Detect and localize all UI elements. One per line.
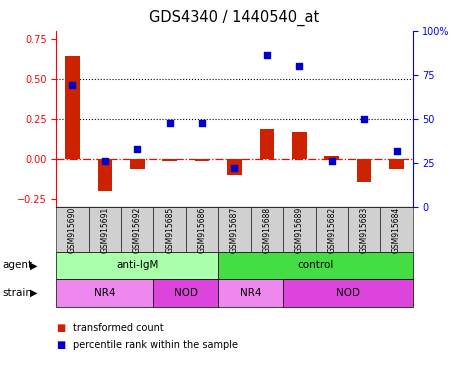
Text: control: control bbox=[297, 260, 334, 270]
Bar bbox=[357, 159, 371, 182]
Point bbox=[231, 166, 238, 172]
Point bbox=[101, 158, 109, 164]
Bar bbox=[195, 159, 209, 161]
Text: strain: strain bbox=[2, 288, 32, 298]
Text: GSM915682: GSM915682 bbox=[327, 206, 336, 253]
Bar bbox=[130, 159, 144, 169]
Text: GSM915683: GSM915683 bbox=[360, 206, 369, 253]
Bar bbox=[325, 156, 339, 159]
Bar bbox=[162, 159, 177, 161]
Bar bbox=[292, 132, 307, 159]
Text: ▶: ▶ bbox=[30, 260, 38, 270]
Text: NOD: NOD bbox=[336, 288, 360, 298]
Text: transformed count: transformed count bbox=[73, 323, 163, 333]
Text: GSM915687: GSM915687 bbox=[230, 206, 239, 253]
Text: GSM915692: GSM915692 bbox=[133, 206, 142, 253]
Text: ▶: ▶ bbox=[30, 288, 38, 298]
Point bbox=[393, 148, 400, 154]
Bar bbox=[260, 129, 274, 159]
Text: anti-IgM: anti-IgM bbox=[116, 260, 159, 270]
Point bbox=[295, 63, 303, 69]
Point bbox=[360, 116, 368, 122]
Point bbox=[263, 52, 271, 58]
Point bbox=[198, 119, 206, 126]
Bar bbox=[227, 159, 242, 175]
Text: agent: agent bbox=[2, 260, 32, 270]
Point bbox=[166, 119, 174, 126]
Text: NOD: NOD bbox=[174, 288, 198, 298]
Text: ■: ■ bbox=[56, 323, 66, 333]
Text: NR4: NR4 bbox=[94, 288, 116, 298]
Text: GSM915685: GSM915685 bbox=[165, 206, 174, 253]
Point bbox=[328, 158, 335, 164]
Bar bbox=[98, 159, 112, 191]
Text: GSM915686: GSM915686 bbox=[197, 206, 207, 253]
Text: percentile rank within the sample: percentile rank within the sample bbox=[73, 340, 238, 350]
Text: GSM915684: GSM915684 bbox=[392, 206, 401, 253]
Point bbox=[134, 146, 141, 152]
Text: GSM915689: GSM915689 bbox=[295, 206, 304, 253]
Text: GDS4340 / 1440540_at: GDS4340 / 1440540_at bbox=[149, 10, 320, 26]
Bar bbox=[65, 56, 80, 159]
Bar bbox=[389, 159, 404, 169]
Point bbox=[69, 83, 76, 89]
Text: GSM915688: GSM915688 bbox=[262, 206, 272, 253]
Text: ■: ■ bbox=[56, 340, 66, 350]
Text: NR4: NR4 bbox=[240, 288, 261, 298]
Text: GSM915690: GSM915690 bbox=[68, 206, 77, 253]
Text: GSM915691: GSM915691 bbox=[100, 206, 109, 253]
